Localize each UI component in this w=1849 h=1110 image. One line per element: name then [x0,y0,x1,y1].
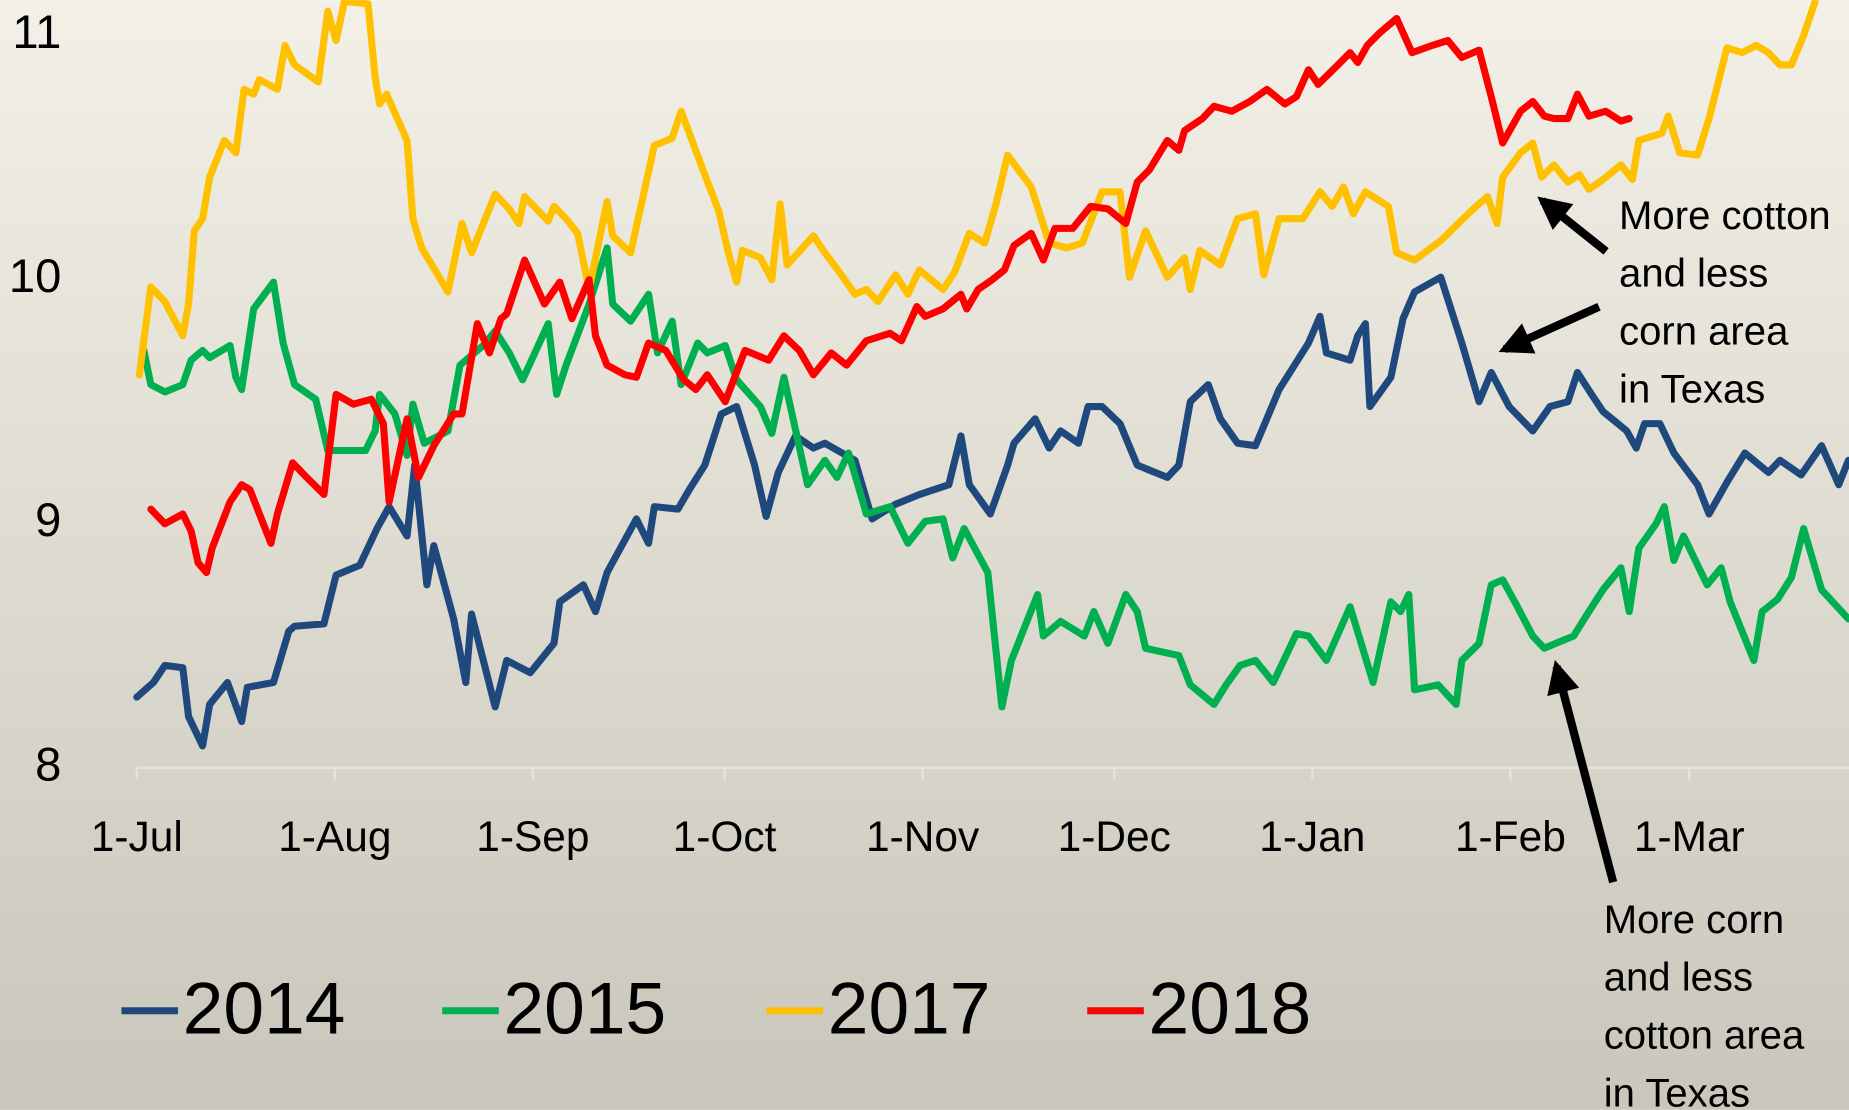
series-line [135,0,1819,379]
annotation-line: More cotton [1619,194,1831,238]
y-tick-label: 9 [35,493,61,546]
y-tick-label: 10 [9,249,61,302]
plot-area [133,0,1849,750]
y-tick-label: 8 [35,737,61,790]
x-tick-label: 1-Dec [1058,813,1171,860]
legend-label: 2014 [183,969,346,1050]
legend-label: 2017 [828,969,991,1050]
annotation-line: cotton area [1604,1013,1805,1057]
x-tick-label: 1-Aug [278,813,391,860]
x-tick-label: 1-Jan [1259,813,1365,860]
x-tick-label: 1-Nov [866,813,980,860]
x-tick-label: 1-Oct [673,813,777,860]
annotation-line: in Texas [1604,1071,1750,1110]
legend-label: 2015 [504,969,667,1050]
series-line [133,273,1849,750]
x-tick-label: 1-Jul [91,813,183,860]
annotation-line: and less [1619,252,1768,296]
x-tick-label: 1-Mar [1634,813,1745,860]
annotation-line: More corn [1604,898,1784,942]
x-tick-label: 1-Sep [476,813,589,860]
arrow [1498,303,1601,354]
y-tick-label: 11 [12,5,61,58]
annotation-line: corn area [1619,309,1789,353]
series-line [140,244,1849,711]
series-line [147,14,1633,577]
axes: 8 9 10 11 1-Jul 1-Aug 1-Sep 1-Oct 1-Nov 1-Dec 1-Ja… [9,5,1849,860]
legend-label: 2018 [1149,969,1312,1050]
annotation-line: in Texas [1619,367,1765,411]
legend: 2014 2015 2017 2018 [121,969,1311,1050]
arrow [1537,196,1609,255]
arrow [1547,660,1618,884]
annotations: More cotton and less corn area in Texas More… [1498,194,1831,1110]
annotation-line: and less [1604,956,1753,1000]
x-tick-label: 1-Feb [1455,813,1566,860]
